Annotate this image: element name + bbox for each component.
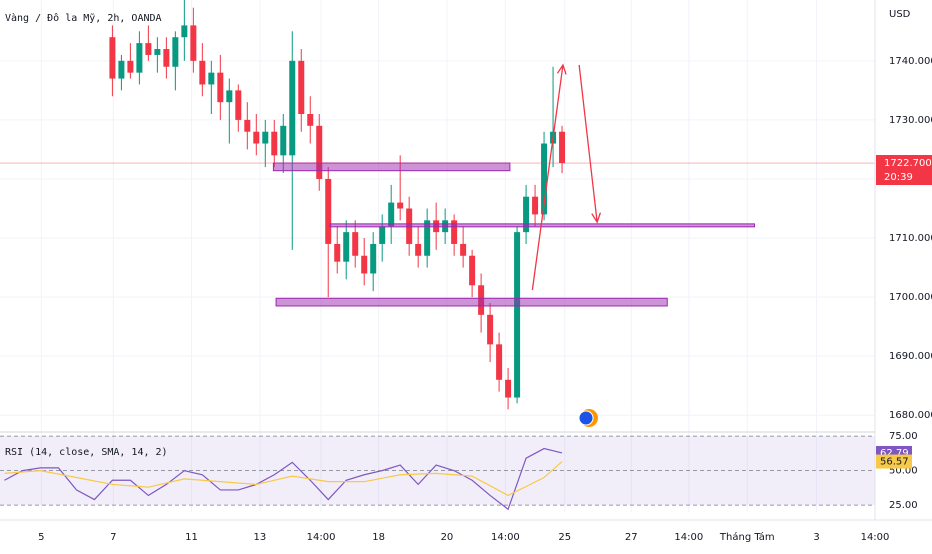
candle-body: [523, 196, 530, 233]
y-tick-label: 1710.000: [889, 233, 932, 244]
indicator-value-label: 56.57: [880, 457, 909, 468]
event-flag[interactable]: [578, 410, 594, 426]
candle-body: [118, 60, 125, 79]
candle-body: [235, 90, 242, 120]
candle-body: [262, 131, 269, 144]
indicator-value-label: 62.79: [880, 448, 909, 459]
x-tick-label: 14:00: [491, 532, 520, 543]
y-tick-label: 1700.000: [889, 292, 932, 303]
candle-body: [316, 125, 323, 179]
candle-body: [424, 220, 431, 256]
candle-body: [334, 243, 341, 262]
y-tick-label: 1730.000: [889, 115, 932, 126]
candle-body: [208, 72, 215, 85]
indicator-title: RSI (14, close, SMA, 14, 2): [5, 447, 168, 458]
candle-body: [379, 226, 386, 244]
x-tick-label: 7: [110, 532, 116, 543]
indicator-badge: [876, 454, 912, 469]
candle-body: [496, 344, 503, 380]
candle-body: [271, 131, 278, 156]
x-tick-label: 14:00: [674, 532, 703, 543]
candle-body: [397, 202, 404, 209]
countdown-label: 20:39: [884, 172, 913, 183]
zone: [329, 223, 755, 228]
candle-body: [280, 125, 287, 156]
x-tick-label: 18: [372, 532, 385, 543]
x-tick-label: 20: [441, 532, 454, 543]
y-tick-label: 1740.000: [889, 56, 932, 67]
rsi-tick-label: 75.00: [889, 431, 918, 442]
candle-body: [127, 60, 134, 73]
candle-body: [388, 202, 395, 227]
x-tick-label: 5: [38, 532, 44, 543]
indicator-line: [4, 461, 563, 497]
candle-body: [226, 90, 233, 103]
candle-body: [217, 72, 224, 103]
candle-body: [298, 60, 305, 114]
candle-body: [154, 49, 161, 55]
zone: [272, 162, 511, 172]
indicator-line: [4, 447, 563, 511]
x-tick-label: 27: [625, 532, 638, 543]
candle-body: [469, 255, 476, 286]
candle-body: [289, 60, 296, 156]
y-tick-label: 1690.000: [889, 351, 932, 362]
candle-body: [253, 131, 260, 144]
currency-label: USD: [889, 9, 911, 20]
y-tick-label: 1680.000: [889, 410, 932, 421]
overlay: [0, 63, 875, 307]
zone: [275, 297, 668, 307]
candle-body: [343, 232, 350, 262]
candle-body: [352, 232, 359, 256]
candle-body: [559, 131, 566, 164]
x-tick-label: Tháng Tám: [719, 531, 775, 543]
x-tick-label: 3: [813, 532, 819, 543]
candle-body: [532, 196, 539, 215]
x-tick-label: 13: [254, 532, 267, 543]
candle-body: [181, 25, 188, 38]
rsi-tick-label: 25.00: [889, 500, 918, 511]
candle-body: [244, 119, 251, 132]
candle-body: [172, 37, 179, 67]
candle-body: [451, 220, 458, 244]
x-tick-label: 14:00: [307, 532, 336, 543]
x-tick-label: 11: [185, 532, 198, 543]
rsi-tick-label: 50.00: [889, 466, 918, 477]
grid: [0, 0, 876, 512]
candle-body: [541, 143, 548, 215]
last-price-label: 1722.700: [884, 158, 932, 169]
candle-body: [190, 25, 197, 61]
arrow: [578, 64, 602, 224]
candle-body: [370, 243, 377, 274]
x-tick-label: 14:00: [861, 532, 890, 543]
candle-body: [487, 314, 494, 345]
candle-body: [199, 60, 206, 85]
candle-body: [415, 243, 422, 256]
x-tick-label: 25: [558, 532, 571, 543]
candle-body: [109, 37, 116, 79]
candle-body: [460, 243, 467, 256]
candle-body: [361, 255, 368, 274]
last-price-badge: [876, 155, 932, 186]
candle-body: [325, 178, 332, 244]
candle-body: [136, 43, 143, 73]
marks: [4, 0, 566, 511]
arrow: [531, 63, 567, 291]
candle-body: [163, 49, 170, 67]
candle-body: [514, 232, 521, 398]
chart-title: Vàng / Đô la Mỹ, 2h, OANDA: [5, 12, 162, 24]
candle-body: [145, 43, 152, 55]
candle-body: [505, 379, 512, 398]
candle-body: [307, 113, 314, 126]
